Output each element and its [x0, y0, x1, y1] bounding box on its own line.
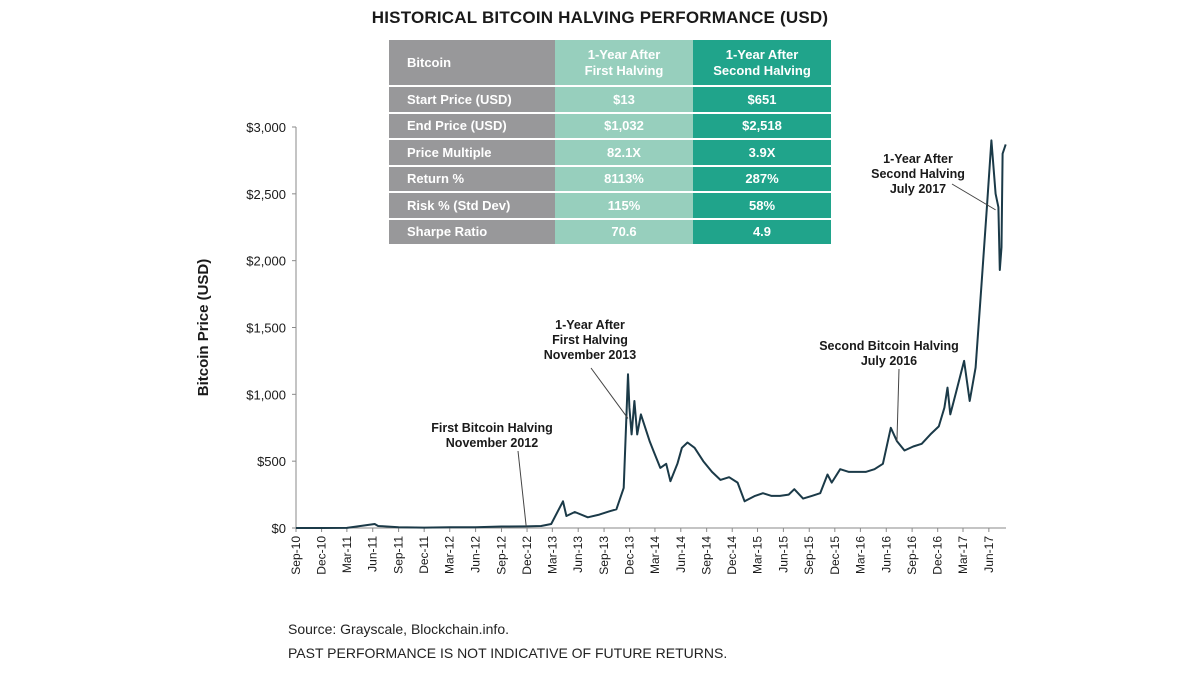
table-cell: 4.9	[693, 218, 831, 246]
x-tick-label: Mar-14	[648, 536, 662, 574]
table-cell: 58%	[693, 192, 831, 220]
table-cell: $2,518	[693, 112, 831, 140]
x-tick-label: Dec-11	[417, 536, 431, 574]
price-series-line	[296, 139, 1007, 529]
y-tick-label: $3,000	[246, 120, 286, 135]
table-cell: 70.6	[555, 218, 693, 246]
x-tick-label: Jun-13	[571, 536, 585, 573]
x-tick-label: Dec-10	[315, 536, 329, 575]
x-tick-label: Jun-15	[776, 536, 790, 573]
table-row: Risk % (Std Dev) 115% 58%	[389, 192, 831, 220]
table-header-row: Bitcoin 1-Year After First Halving 1-Year A…	[389, 40, 831, 87]
x-tick-label: Mar-12	[443, 536, 457, 574]
x-tick-label: Sep-16	[905, 536, 919, 575]
halving-stats-table: Bitcoin 1-Year After First Halving 1-Year A…	[389, 40, 831, 246]
table-row: Return % 8113% 287%	[389, 165, 831, 193]
table-row-label: Return %	[389, 165, 555, 193]
table-header-cell: 1-Year After First Halving	[555, 40, 693, 87]
table-header-cell: Bitcoin	[389, 40, 555, 87]
table-row: Price Multiple 82.1X 3.9X	[389, 139, 831, 167]
x-tick-label: Dec-14	[725, 536, 739, 575]
x-tick-label: Sep-11	[392, 536, 406, 574]
annotation-label: Second Halving	[871, 167, 965, 181]
table-cell: $13	[555, 86, 693, 114]
table-row-label: Sharpe Ratio	[389, 218, 555, 246]
y-tick-label: $2,500	[246, 187, 286, 202]
x-tick-label: Jun-17	[982, 536, 996, 573]
chart-axes: $0 $500 $1,000 $1,500 $2,000 $2,500 $3,000 Bitc…	[195, 120, 1006, 575]
table-row: End Price (USD) $1,032 $2,518	[389, 112, 831, 140]
table-cell: 115%	[555, 192, 693, 220]
chart-marks	[296, 139, 1007, 529]
table-header-cell: 1-Year After Second Halving	[693, 40, 831, 87]
table-cell: $1,032	[555, 112, 693, 140]
table-row: Start Price (USD) $13 $651	[389, 86, 831, 114]
annotation-leader-line	[896, 368, 900, 442]
table-cell: 287%	[693, 165, 831, 193]
x-tick-label: Dec-15	[828, 536, 842, 575]
table-row-label: Risk % (Std Dev)	[389, 192, 555, 220]
chart-title: HISTORICAL BITCOIN HALVING PERFORMANCE (…	[371, 8, 829, 27]
y-tick-label: $500	[257, 454, 286, 469]
annotation-leader-line	[951, 183, 996, 211]
annotation-label: First Bitcoin Halving	[431, 421, 553, 435]
x-tick-label: Sep-10	[289, 536, 303, 575]
y-tick-label: $2,000	[246, 254, 286, 269]
x-tick-label: Jun-16	[879, 536, 893, 573]
annotation-label: 1-Year After	[555, 318, 625, 332]
table-row: Sharpe Ratio 70.6 4.9	[389, 218, 831, 246]
annotation-label: July 2017	[890, 182, 946, 196]
annotation-label: 1-Year After	[883, 152, 953, 166]
x-tick-label: Mar-13	[545, 536, 559, 574]
x-tick-label: Sep-15	[802, 536, 816, 575]
disclaimer-note: PAST PERFORMANCE IS NOT INDICATIVE OF FU…	[288, 645, 728, 661]
table-cell: 3.9X	[693, 139, 831, 167]
y-axis-title: Bitcoin Price (USD)	[195, 259, 212, 397]
annotation-label: July 2016	[861, 354, 917, 368]
x-tick-label: Jun-11	[366, 536, 380, 572]
x-tick-label: Dec-16	[931, 536, 945, 575]
table-row-label: Start Price (USD)	[389, 86, 555, 114]
annotation-label: November 2013	[544, 348, 636, 362]
annotation-leader-line	[590, 367, 629, 419]
x-tick-label: Sep-13	[597, 536, 611, 575]
x-tick-label: Jun-12	[469, 536, 483, 573]
table-row-label: End Price (USD)	[389, 112, 555, 140]
table-row-label: Price Multiple	[389, 139, 555, 167]
annotation-leader-line	[517, 450, 527, 527]
x-tick-label: Dec-13	[623, 536, 637, 575]
y-tick-label: $0	[272, 521, 286, 536]
y-tick-label: $1,500	[246, 321, 286, 336]
x-tick-label: Mar-11	[340, 536, 354, 573]
x-tick-label: Mar-15	[751, 536, 765, 574]
x-tick-label: Jun-14	[674, 536, 688, 573]
y-tick-label: $1,000	[246, 387, 286, 402]
table-cell: 8113%	[555, 165, 693, 193]
x-tick-label: Sep-12	[494, 536, 508, 575]
x-tick-label: Sep-14	[700, 536, 714, 575]
annotation-label: First Halving	[552, 333, 628, 347]
table-cell: $651	[693, 86, 831, 114]
source-note: Source: Grayscale, Blockchain.info.	[288, 621, 509, 637]
x-tick-label: Dec-12	[520, 536, 534, 575]
x-tick-label: Mar-17	[956, 536, 970, 574]
annotation-label: November 2012	[446, 436, 538, 450]
x-tick-label: Mar-16	[853, 536, 867, 574]
annotation-label: Second Bitcoin Halving	[819, 339, 959, 353]
table-cell: 82.1X	[555, 139, 693, 167]
